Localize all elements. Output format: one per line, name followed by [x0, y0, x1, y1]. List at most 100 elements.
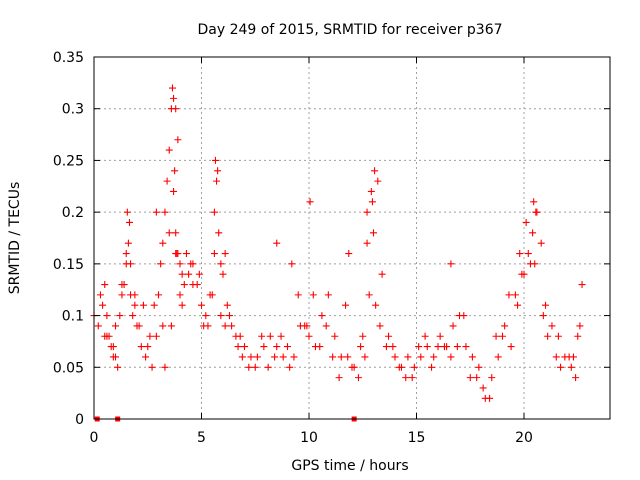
- data-point: [109, 343, 117, 351]
- data-point: [501, 322, 509, 330]
- data-point: [367, 187, 375, 195]
- data-point: [101, 281, 109, 289]
- data-point: [157, 260, 165, 268]
- data-point: [266, 332, 274, 340]
- x-tick-label: 0: [90, 430, 99, 446]
- data-point: [342, 301, 350, 309]
- data-point: [152, 332, 160, 340]
- data-point: [486, 394, 494, 402]
- data-point: [354, 374, 362, 382]
- data-point: [305, 332, 313, 340]
- data-point: [241, 343, 248, 351]
- data-point: [554, 332, 562, 340]
- data-point: [578, 281, 586, 289]
- data-point: [526, 260, 534, 268]
- data-point: [118, 291, 126, 299]
- data-point: [198, 301, 205, 309]
- data-point: [466, 374, 474, 382]
- data-point: [363, 208, 371, 216]
- data-point: [337, 353, 345, 361]
- data-point: [357, 343, 365, 351]
- data-point: [273, 239, 281, 247]
- data-point: [415, 343, 423, 351]
- grid-lines: [94, 57, 610, 419]
- x-tick-label: 20: [515, 430, 533, 446]
- data-point: [245, 363, 253, 371]
- data-point: [404, 353, 412, 361]
- data-point: [114, 363, 122, 371]
- data-point: [511, 291, 519, 299]
- data-point: [172, 250, 180, 258]
- data-point: [94, 322, 102, 330]
- data-point: [202, 312, 210, 320]
- data-point: [436, 332, 444, 340]
- data-point: [159, 239, 167, 247]
- data-point: [161, 363, 169, 371]
- data-point: [468, 353, 476, 361]
- data-point: [473, 374, 481, 382]
- data-point: [440, 343, 448, 351]
- data-point: [163, 177, 171, 185]
- data-point: [180, 281, 188, 289]
- data-point: [118, 281, 126, 289]
- data-point: [479, 384, 487, 392]
- data-point: [99, 301, 107, 309]
- plot-frame: [93, 56, 611, 420]
- data-point: [507, 343, 515, 351]
- data-point: [165, 146, 173, 154]
- data-point: [532, 208, 540, 216]
- data-point: [516, 250, 524, 258]
- data-point: [109, 353, 117, 361]
- data-point: [385, 332, 393, 340]
- data-point: [494, 353, 502, 361]
- x-tick-label: 15: [408, 430, 426, 446]
- data-point: [96, 291, 104, 299]
- data-point: [350, 363, 358, 371]
- data-point: [376, 322, 384, 330]
- data-point: [449, 322, 457, 330]
- data-point: [572, 374, 580, 382]
- data-point: [514, 301, 522, 309]
- data-point: [122, 250, 130, 258]
- data-point: [251, 363, 259, 371]
- data-point: [294, 291, 302, 299]
- data-point: [284, 343, 291, 351]
- data-point: [264, 363, 272, 371]
- data-point: [187, 260, 195, 268]
- data-point: [421, 332, 429, 340]
- data-point: [542, 301, 549, 309]
- data-point: [395, 363, 403, 371]
- data-point: [146, 332, 154, 340]
- data-point: [137, 343, 145, 351]
- data-point: [306, 198, 314, 206]
- data-point: [195, 270, 203, 278]
- data-point: [238, 353, 246, 361]
- y-tick-label: 0.3: [62, 102, 84, 118]
- data-point: [359, 332, 367, 340]
- data-point: [273, 343, 281, 351]
- data-point: [539, 312, 547, 320]
- data-point: [185, 270, 193, 278]
- data-point: [211, 156, 219, 164]
- y-tick-label: 0: [75, 412, 84, 428]
- data-point: [368, 198, 376, 206]
- data-point: [125, 218, 133, 226]
- x-tick-label: 5: [197, 430, 206, 446]
- data-point: [174, 136, 182, 144]
- data-point: [565, 353, 573, 361]
- data-point: [370, 229, 377, 237]
- data-point: [548, 322, 556, 330]
- data-point: [159, 322, 167, 330]
- data-point: [365, 291, 373, 299]
- data-point: [434, 343, 442, 351]
- data-point: [322, 322, 330, 330]
- data-point: [391, 353, 399, 361]
- data-point: [170, 187, 178, 195]
- data-point: [331, 332, 339, 340]
- data-point: [135, 322, 143, 330]
- data-point: [447, 353, 455, 361]
- data-point: [335, 374, 343, 382]
- data-point: [127, 260, 135, 268]
- data-point: [204, 322, 212, 330]
